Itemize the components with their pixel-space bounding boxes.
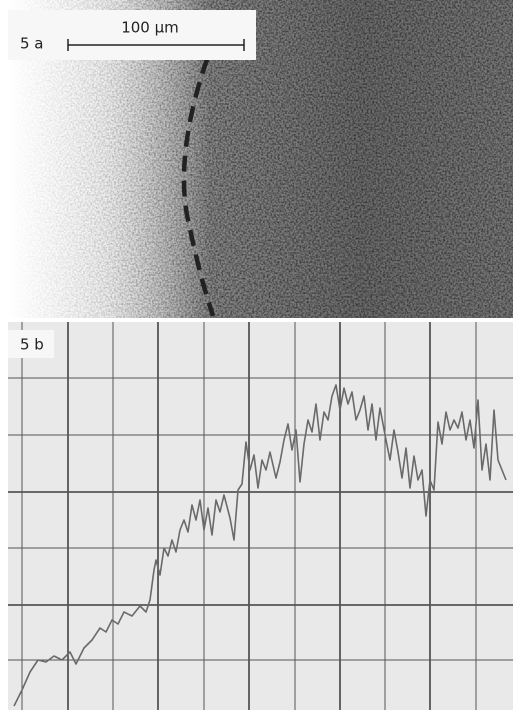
chart-paper [8, 322, 513, 710]
panel-label: 5 a [20, 35, 44, 53]
scale-label: 100 μm [121, 19, 179, 37]
panel-b: 5 b [8, 322, 513, 710]
panel-label: 5 b [20, 336, 44, 354]
panel-a: 5 a 100 μm [8, 0, 513, 318]
figure: 5 a 100 μm 5 b [0, 0, 513, 710]
